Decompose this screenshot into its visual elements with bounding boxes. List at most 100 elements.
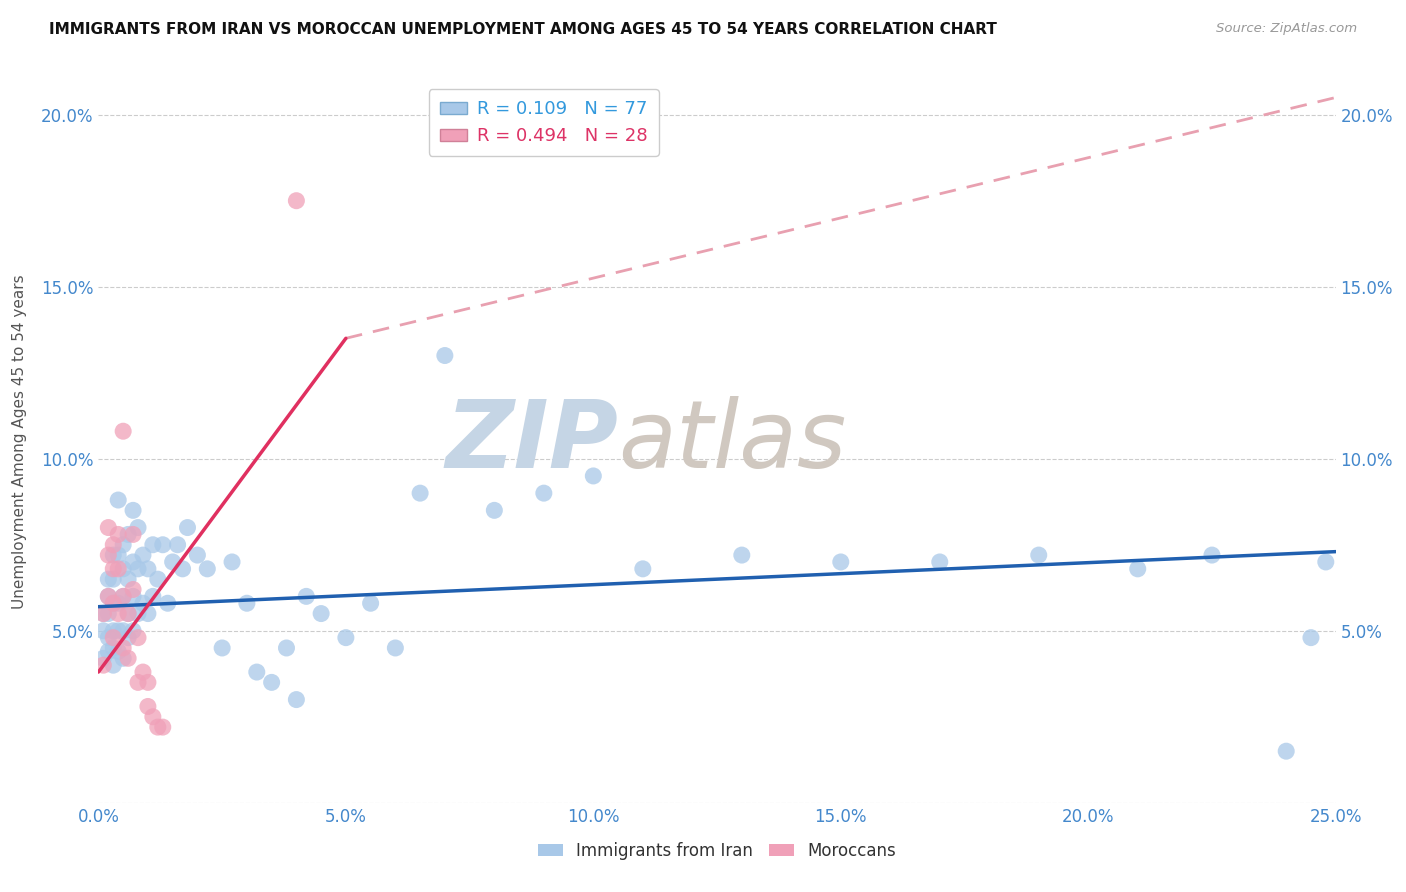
- Point: [107, 607, 129, 621]
- Point: [928, 555, 950, 569]
- Point: [176, 520, 198, 534]
- Text: Source: ZipAtlas.com: Source: ZipAtlas.com: [1216, 22, 1357, 36]
- Point: [136, 562, 159, 576]
- Point: [97, 607, 120, 621]
- Point: [631, 562, 654, 576]
- Point: [152, 720, 174, 734]
- Text: atlas: atlas: [619, 396, 846, 487]
- Point: [236, 596, 259, 610]
- Point: [122, 527, 145, 541]
- Point: [93, 607, 115, 621]
- Point: [156, 596, 179, 610]
- Point: [132, 665, 155, 679]
- Point: [122, 624, 145, 638]
- Point: [103, 548, 125, 562]
- Point: [731, 548, 754, 562]
- Point: [360, 596, 382, 610]
- Point: [107, 596, 129, 610]
- Point: [162, 555, 184, 569]
- Point: [103, 596, 125, 610]
- Point: [1126, 562, 1149, 576]
- Point: [97, 644, 120, 658]
- Point: [132, 596, 155, 610]
- Point: [246, 665, 269, 679]
- Point: [112, 590, 135, 604]
- Point: [309, 607, 332, 621]
- Point: [97, 631, 120, 645]
- Point: [260, 675, 283, 690]
- Point: [112, 651, 135, 665]
- Point: [152, 538, 174, 552]
- Point: [127, 631, 149, 645]
- Point: [484, 503, 506, 517]
- Point: [107, 624, 129, 638]
- Point: [1299, 631, 1322, 645]
- Point: [1315, 555, 1337, 569]
- Point: [112, 624, 135, 638]
- Point: [112, 424, 135, 438]
- Point: [285, 692, 308, 706]
- Point: [117, 607, 139, 621]
- Point: [97, 590, 120, 604]
- Point: [103, 572, 125, 586]
- Text: IMMIGRANTS FROM IRAN VS MOROCCAN UNEMPLOYMENT AMONG AGES 45 TO 54 YEARS CORRELAT: IMMIGRANTS FROM IRAN VS MOROCCAN UNEMPLO…: [49, 22, 997, 37]
- Point: [142, 710, 165, 724]
- Point: [195, 562, 218, 576]
- Point: [103, 596, 125, 610]
- Point: [146, 720, 169, 734]
- Point: [112, 538, 135, 552]
- Point: [93, 624, 115, 638]
- Point: [285, 194, 308, 208]
- Point: [107, 562, 129, 576]
- Point: [112, 590, 135, 604]
- Point: [433, 349, 456, 363]
- Point: [830, 555, 852, 569]
- Point: [107, 493, 129, 508]
- Point: [136, 607, 159, 621]
- Point: [122, 555, 145, 569]
- Point: [122, 582, 145, 597]
- Point: [211, 640, 233, 655]
- Point: [127, 675, 149, 690]
- Point: [276, 640, 298, 655]
- Point: [103, 624, 125, 638]
- Point: [103, 640, 125, 655]
- Point: [142, 538, 165, 552]
- Point: [103, 538, 125, 552]
- Point: [1275, 744, 1298, 758]
- Point: [107, 644, 129, 658]
- Point: [221, 555, 243, 569]
- Point: [97, 548, 120, 562]
- Point: [146, 572, 169, 586]
- Point: [107, 527, 129, 541]
- Point: [93, 658, 115, 673]
- Point: [136, 699, 159, 714]
- Point: [117, 651, 139, 665]
- Point: [117, 607, 139, 621]
- Point: [172, 562, 194, 576]
- Point: [384, 640, 406, 655]
- Point: [112, 562, 135, 576]
- Point: [93, 607, 115, 621]
- Point: [107, 548, 129, 562]
- Point: [97, 520, 120, 534]
- Point: [103, 631, 125, 645]
- Point: [122, 503, 145, 517]
- Point: [127, 607, 149, 621]
- Point: [97, 590, 120, 604]
- Y-axis label: Unemployment Among Ages 45 to 54 years: Unemployment Among Ages 45 to 54 years: [13, 274, 27, 609]
- Text: ZIP: ZIP: [446, 395, 619, 488]
- Point: [1028, 548, 1050, 562]
- Point: [186, 548, 208, 562]
- Point: [97, 572, 120, 586]
- Point: [127, 520, 149, 534]
- Point: [127, 562, 149, 576]
- Point: [103, 658, 125, 673]
- Point: [142, 590, 165, 604]
- Point: [93, 651, 115, 665]
- Point: [112, 640, 135, 655]
- Point: [335, 631, 357, 645]
- Point: [117, 631, 139, 645]
- Point: [132, 548, 155, 562]
- Point: [117, 527, 139, 541]
